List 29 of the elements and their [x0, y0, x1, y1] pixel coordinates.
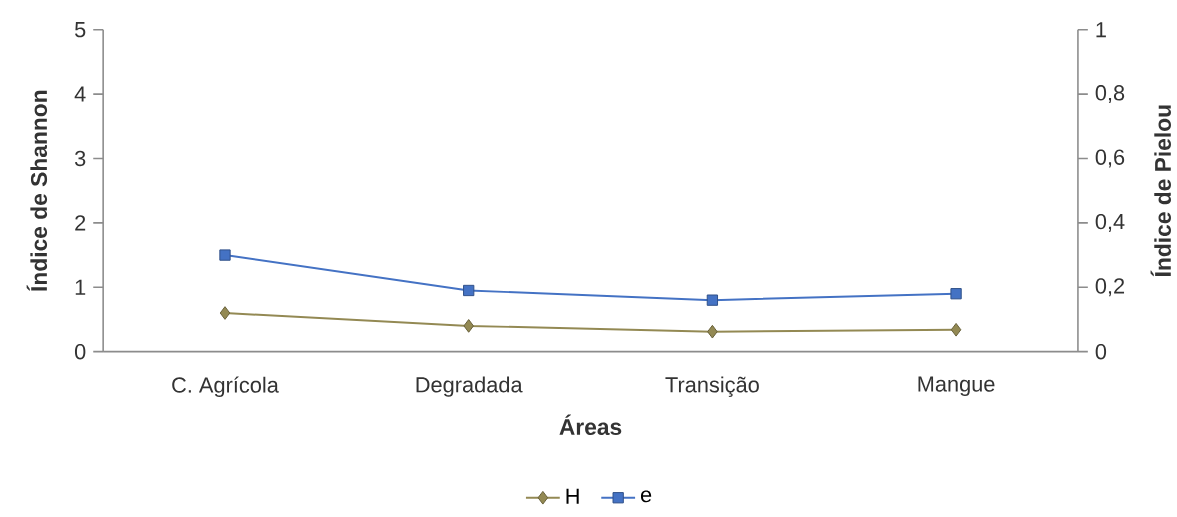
y-tick-label: 5: [74, 22, 86, 38]
legend-label: e: [640, 490, 652, 503]
x-tick-label: Degradada: [416, 376, 523, 397]
y2-tick-label: 0,8: [1095, 85, 1125, 104]
y2-tick-label: 0,6: [1095, 149, 1125, 168]
x-tick-label: Transição: [665, 376, 759, 397]
y-tick-label: 1: [75, 279, 86, 295]
x-tick-label: C. Agrícola: [172, 376, 279, 397]
y2-tick-label: 1: [1096, 22, 1106, 38]
legend-label: H: [566, 488, 579, 504]
x-tick-label: Mangue: [918, 376, 995, 396]
x-axis-title: Áreas: [559, 414, 622, 435]
y-tick-label: 2: [75, 215, 86, 231]
point: [463, 319, 474, 333]
point: [463, 284, 475, 297]
y-tick-label: 0: [74, 343, 86, 360]
y2-tick-label: 0: [1095, 343, 1107, 360]
y-tick-label: 3: [74, 150, 86, 167]
y2-tick-label: 0,2: [1095, 278, 1125, 297]
point: [707, 324, 718, 339]
point: [706, 294, 719, 306]
y2-tick-label: 0,4: [1095, 213, 1125, 232]
point: [950, 322, 962, 337]
y-tick-label: 4: [74, 86, 86, 102]
y2-axis-title: Índice de Pielou: [1150, 105, 1171, 277]
point: [219, 306, 231, 320]
point: [219, 249, 231, 261]
point: [950, 288, 962, 300]
y-axis-title: Índice de Shannon: [26, 90, 48, 291]
